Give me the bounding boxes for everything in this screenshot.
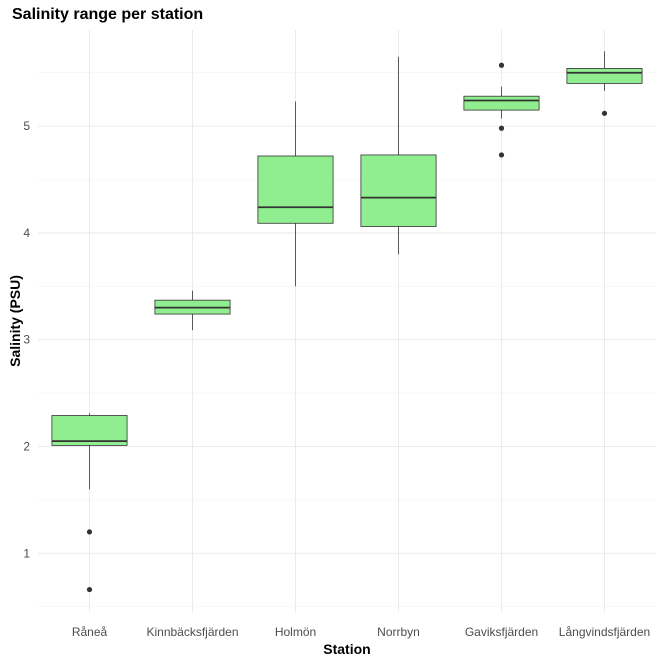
box-group	[566, 51, 643, 116]
outlier-point	[86, 586, 93, 593]
y-tick-label: 3	[23, 333, 30, 347]
y-tick-label: 1	[23, 546, 30, 560]
box	[463, 95, 540, 111]
box	[566, 68, 643, 84]
outlier-point	[601, 110, 608, 116]
grid-layer	[38, 30, 656, 612]
chart-title: Salinity range per station	[12, 6, 204, 23]
x-tick-label: Kinnbäcksfjärden	[146, 625, 238, 639]
outlier-point	[498, 125, 505, 131]
x-tick-label: Långvindsfjärden	[559, 625, 650, 639]
x-tick-label: Holmön	[275, 625, 316, 639]
x-tick-label: Gaviksfjärden	[465, 625, 538, 639]
tick-layer: 1 2 3 4 5 Råneå Kinnbäcksfjärden Holmön Norrbyn G…	[23, 119, 650, 639]
mark-layer	[51, 51, 643, 593]
y-tick-label: 2	[23, 439, 30, 453]
box-group	[154, 290, 231, 331]
box-group	[257, 101, 334, 287]
x-tick-label: Norrbyn	[377, 625, 420, 639]
box-group	[463, 62, 540, 158]
outlier-point	[498, 62, 505, 68]
box-group	[51, 413, 128, 593]
box	[360, 154, 437, 227]
y-tick-label: 4	[23, 226, 30, 240]
outlier-point	[498, 152, 505, 158]
y-axis-title: Salinity (PSU)	[7, 275, 23, 367]
x-axis-title: Station	[323, 641, 370, 657]
outlier-point	[86, 529, 93, 535]
box-group	[360, 56, 437, 255]
x-tick-label: Råneå	[72, 625, 108, 639]
box	[257, 155, 334, 224]
y-tick-label: 5	[23, 119, 30, 133]
